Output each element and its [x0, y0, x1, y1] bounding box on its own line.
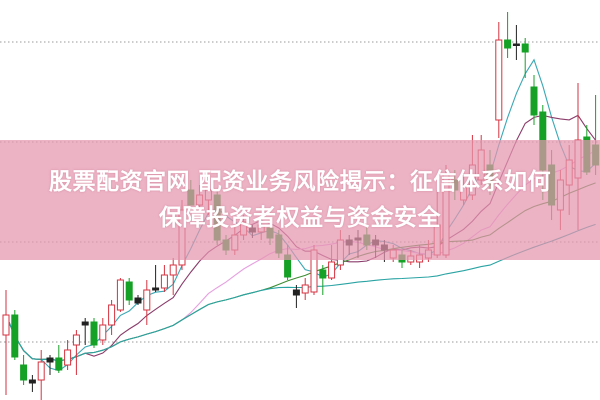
- candle-body: [116, 279, 124, 311]
- candle-body: [108, 304, 116, 326]
- candle-body: [152, 287, 160, 291]
- candle-body: [90, 321, 98, 346]
- candle-body: [55, 357, 63, 371]
- candle-body: [292, 289, 300, 296]
- candle-body: [20, 364, 28, 381]
- candle-body: [328, 261, 336, 279]
- candle-body: [143, 289, 151, 311]
- ma60-line: [5, 223, 596, 362]
- candle-body: [2, 314, 10, 336]
- headline: 股票配资官网 配资业务风险揭示：征信体系如何 保障投资者权益与资金安全: [0, 164, 600, 236]
- candle-body: [134, 297, 142, 304]
- candle-body: [319, 269, 327, 279]
- candle-body: [301, 284, 309, 294]
- candle-body: [28, 379, 36, 384]
- candle-body: [81, 321, 89, 326]
- candle-body: [46, 357, 54, 363]
- candle-body: [99, 324, 107, 341]
- candle-body: [125, 281, 133, 301]
- headline-line-2: 保障投资者权益与资金安全: [159, 205, 441, 231]
- candle-body: [11, 314, 19, 358]
- candle-body: [521, 43, 529, 53]
- candle-body: [72, 334, 80, 346]
- candle-body: [169, 264, 177, 276]
- headline-line-1: 股票配资官网 配资业务风险揭示：征信体系如何: [48, 169, 551, 195]
- candle-body: [512, 43, 520, 46]
- title-banner: [0, 140, 600, 260]
- candle-body: [160, 274, 168, 289]
- candle-body: [530, 86, 538, 116]
- candle-body: [64, 349, 72, 366]
- candle-body: [504, 39, 512, 49]
- candle-body: [495, 39, 503, 121]
- candle-body: [37, 361, 45, 381]
